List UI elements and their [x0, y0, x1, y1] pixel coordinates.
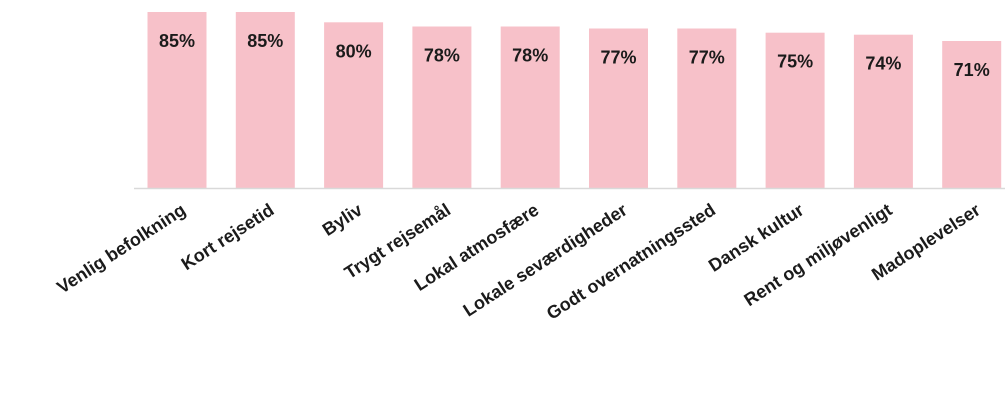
- bar: [853, 34, 913, 189]
- bar-value-label: 75%: [777, 52, 813, 72]
- x-tick-label: Lokale seværdigheder: [460, 200, 631, 321]
- bar: [589, 28, 648, 188]
- bar: [765, 32, 825, 189]
- bar-value-label: 74%: [865, 54, 901, 74]
- bar-value-label: 85%: [247, 31, 283, 51]
- bar: [500, 26, 560, 188]
- bar: [412, 26, 472, 188]
- bar-value-label: 71%: [954, 60, 990, 80]
- bars-group: [147, 12, 1002, 189]
- bar: [677, 28, 737, 188]
- x-tick-label: Venlig befolkning: [53, 200, 189, 298]
- x-tick-label: Byliv: [319, 200, 366, 240]
- bar: [147, 12, 207, 188]
- bar-value-label: 77%: [689, 48, 725, 68]
- bar-value-label: 85%: [159, 31, 195, 51]
- bar: [324, 22, 384, 188]
- x-tick-label: Godt overnatningssted: [543, 200, 719, 324]
- value-labels-group: 85% 85% 80% 78% 78% 77% 77% 75% 74% 71%: [159, 31, 990, 80]
- bar-value-label: 80%: [336, 41, 372, 61]
- bar: [942, 41, 1002, 188]
- x-tick-label: Kort rejsetid: [178, 200, 278, 275]
- bar: [235, 12, 295, 188]
- bar-value-label: 77%: [600, 48, 636, 68]
- bar-value-label: 78%: [424, 46, 460, 66]
- x-tick-label: Rent og miljøvenligt: [740, 200, 895, 310]
- bar-value-label: 78%: [512, 46, 548, 66]
